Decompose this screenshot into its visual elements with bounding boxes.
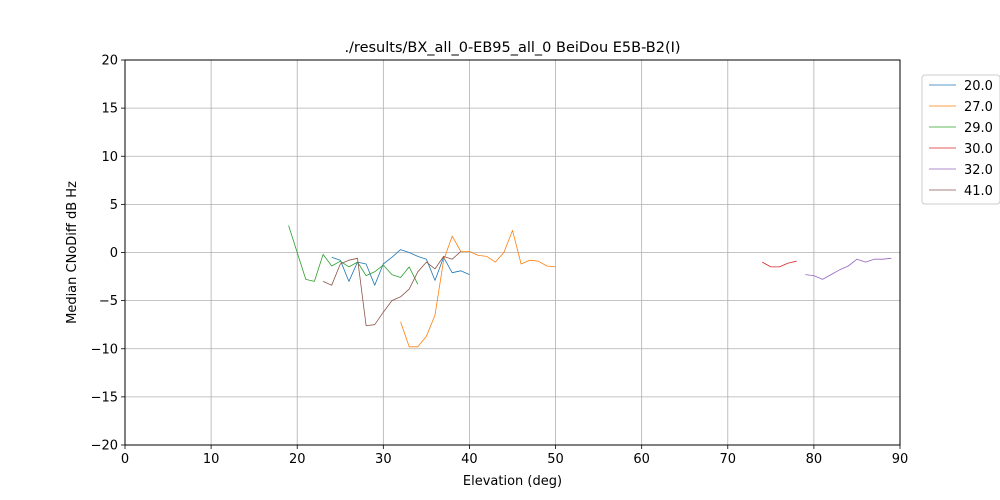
y-tick-label: −15 (91, 390, 118, 405)
x-tick-label: 80 (806, 452, 823, 467)
series-line-41-0 (322, 251, 462, 327)
legend: 20.0 27.0 29.0 30.0 32.0 41.0 (921, 74, 1000, 205)
legend-label: 41.0 (964, 184, 993, 199)
x-tick-label: 0 (121, 452, 129, 467)
y-tick-label: −10 (91, 342, 118, 357)
x-tick-label: 50 (547, 452, 564, 467)
series-line-27-0 (400, 229, 556, 348)
x-tick-label: 20 (289, 452, 306, 467)
chart-title: ./results/BX_all_0-EB95_all_0 BeiDou E5B… (344, 40, 680, 56)
legend-label: 29.0 (964, 121, 993, 136)
legend-label: 20.0 (964, 79, 993, 94)
y-tick-label: 15 (101, 102, 118, 117)
series-line-29-0 (288, 225, 419, 285)
x-tick-label: 30 (375, 452, 392, 467)
x-tick-label: 10 (203, 452, 220, 467)
legend-label: 30.0 (964, 142, 993, 157)
series-line-20-0 (331, 249, 470, 286)
y-tick-label: −20 (91, 439, 118, 454)
legend-label: 27.0 (964, 100, 993, 115)
legend-box (921, 74, 1000, 205)
x-tick-label: 70 (720, 452, 737, 467)
series-line-30-0 (762, 260, 797, 268)
y-tick-label: 20 (101, 54, 118, 69)
y-tick-label: 5 (110, 198, 118, 213)
x-axis-label: Elevation (deg) (463, 474, 562, 489)
y-tick-label: 0 (110, 246, 118, 261)
legend-label: 32.0 (964, 163, 993, 178)
y-axis-label: Median CNoDiff dB Hz (65, 181, 80, 324)
y-tick-label: −5 (99, 294, 118, 309)
x-tick-label: 60 (633, 452, 650, 467)
x-tick-label: 40 (461, 452, 478, 467)
y-tick-label: 10 (101, 150, 118, 165)
x-tick-label: 90 (892, 452, 909, 467)
axis-ticks: 0 10 20 30 40 50 60 70 80 90 −20 −15 −10 −5 0 5 10 15 20 (91, 54, 909, 468)
series-line-32-0 (805, 257, 892, 280)
series-lines (288, 225, 892, 348)
